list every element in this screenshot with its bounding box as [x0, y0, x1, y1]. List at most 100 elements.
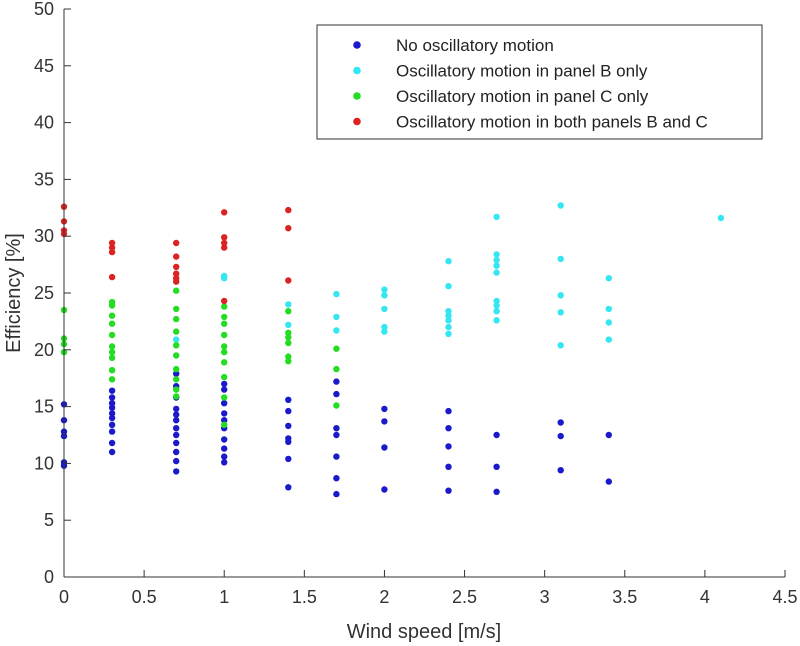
data-point-series-2 — [173, 386, 180, 393]
data-point-series-2 — [221, 313, 228, 321]
data-point-series-0 — [333, 431, 340, 439]
data-point-series-1 — [333, 313, 340, 321]
data-point-series-1 — [557, 292, 564, 299]
data-point-series-2 — [108, 348, 116, 356]
data-point-series-3 — [285, 206, 292, 214]
y-tick-label: 30 — [34, 226, 54, 246]
data-point-series-0 — [173, 425, 180, 432]
data-point-series-0 — [285, 422, 292, 430]
data-point-series-0 — [557, 419, 564, 426]
data-point-series-3 — [173, 263, 180, 271]
data-point-series-1 — [493, 213, 500, 221]
data-point-series-1 — [557, 202, 564, 209]
data-point-series-0 — [333, 475, 340, 482]
data-point-series-3 — [173, 239, 180, 247]
data-point-series-3 — [221, 297, 228, 305]
data-point-series-0 — [108, 414, 116, 422]
data-point-series-0 — [557, 467, 564, 474]
data-point-series-2 — [285, 353, 292, 360]
data-point-series-2 — [333, 345, 340, 352]
data-point-series-0 — [333, 390, 340, 398]
y-tick-label: 50 — [34, 0, 54, 19]
data-point-series-0 — [173, 439, 180, 447]
legend-label: Oscillatory motion in panel B only — [396, 62, 648, 81]
data-point-series-1 — [605, 305, 612, 313]
data-point-series-1 — [493, 256, 500, 264]
data-point-series-2 — [173, 315, 180, 323]
y-tick-label: 15 — [34, 397, 54, 417]
data-point-series-2 — [173, 328, 180, 335]
data-point-series-0 — [285, 435, 292, 442]
data-point-series-0 — [108, 421, 116, 428]
data-point-series-2 — [221, 359, 228, 366]
data-point-series-3 — [173, 253, 180, 260]
data-point-series-1 — [285, 321, 292, 328]
data-point-series-0 — [381, 444, 388, 451]
data-point-series-1 — [221, 272, 228, 280]
y-tick-label: 45 — [34, 56, 54, 76]
data-point-series-0 — [333, 453, 340, 460]
data-point-series-0 — [173, 448, 180, 456]
data-point-series-1 — [285, 301, 292, 308]
x-tick-label: 4.5 — [772, 587, 797, 607]
data-point-series-0 — [381, 418, 388, 425]
data-point-series-1 — [445, 317, 452, 324]
data-point-series-2 — [221, 394, 228, 401]
legend-marker — [353, 92, 361, 100]
data-point-series-0 — [285, 484, 292, 491]
data-point-series-0 — [445, 487, 452, 494]
data-point-series-2 — [221, 320, 228, 327]
y-tick-label: 25 — [34, 283, 54, 303]
data-point-series-2 — [285, 334, 292, 341]
data-point-series-2 — [285, 339, 292, 347]
data-point-series-2 — [108, 320, 116, 327]
legend-box — [316, 24, 763, 140]
data-point-series-0 — [108, 439, 116, 447]
data-point-series-2 — [173, 376, 180, 383]
data-point-series-0 — [605, 431, 612, 439]
data-point-series-0 — [221, 400, 228, 407]
data-point-series-2 — [108, 354, 116, 361]
data-point-series-0 — [173, 457, 180, 465]
data-point-series-2 — [108, 298, 116, 306]
data-point-series-1 — [445, 258, 452, 265]
data-point-series-1 — [381, 305, 388, 313]
data-point-series-1 — [493, 251, 500, 258]
x-tick-label: 0.5 — [132, 587, 157, 607]
legend-marker — [353, 117, 361, 126]
data-point-series-1 — [605, 275, 612, 282]
data-point-series-0 — [173, 411, 180, 418]
data-point-series-3 — [285, 225, 292, 232]
data-point-series-0 — [445, 463, 452, 470]
data-point-series-0 — [285, 396, 292, 403]
data-point-series-2 — [221, 331, 228, 339]
data-point-series-1 — [493, 308, 500, 315]
data-point-series-1 — [445, 323, 452, 331]
data-point-series-0 — [108, 387, 116, 394]
data-point-series-3 — [221, 209, 228, 216]
data-point-series-3 — [108, 248, 116, 256]
data-point-series-2 — [285, 308, 292, 315]
data-point-series-3 — [221, 234, 228, 241]
legend: No oscillatory motion Oscillatory motion … — [316, 24, 763, 140]
data-point-series-0 — [108, 400, 116, 407]
data-point-series-3 — [108, 273, 116, 281]
data-point-series-0 — [333, 490, 340, 498]
x-tick-label: 1.5 — [292, 587, 317, 607]
data-point-series-2 — [173, 365, 180, 373]
data-point-series-2 — [221, 343, 228, 350]
data-point-series-1 — [557, 309, 564, 316]
data-point-series-1 — [381, 292, 388, 299]
data-point-series-0 — [173, 370, 180, 377]
data-point-series-0 — [173, 468, 180, 475]
data-point-series-2 — [108, 343, 116, 350]
data-point-series-3 — [108, 239, 116, 247]
data-point-series-1 — [493, 317, 500, 324]
data-point-series-1 — [493, 262, 500, 269]
data-point-series-0 — [108, 394, 116, 401]
data-marks — [60, 202, 725, 498]
data-point-series-1 — [445, 330, 452, 338]
data-point-series-0 — [285, 407, 292, 415]
data-point-series-2 — [108, 367, 116, 374]
